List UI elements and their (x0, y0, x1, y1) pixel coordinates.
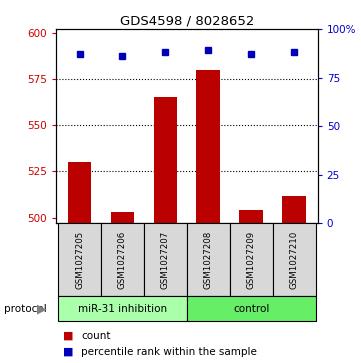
Text: control: control (233, 303, 269, 314)
Text: miR-31 inhibition: miR-31 inhibition (78, 303, 167, 314)
Bar (58, 223, 101, 296)
Bar (282, 196, 306, 223)
Text: GSM1027208: GSM1027208 (204, 231, 213, 289)
Bar (111, 212, 134, 223)
Bar (153, 98, 177, 223)
Bar (187, 296, 316, 321)
Bar (144, 223, 187, 296)
Bar (239, 210, 263, 223)
Bar (230, 223, 273, 296)
Text: percentile rank within the sample: percentile rank within the sample (81, 347, 257, 357)
Text: count: count (81, 331, 111, 341)
Bar (101, 223, 144, 296)
Bar (187, 223, 230, 296)
Text: GSM1027207: GSM1027207 (161, 231, 170, 289)
Text: ■: ■ (63, 347, 74, 357)
Text: GSM1027206: GSM1027206 (118, 231, 127, 289)
Text: GSM1027205: GSM1027205 (75, 231, 84, 289)
Text: protocol: protocol (4, 303, 46, 314)
Title: GDS4598 / 8028652: GDS4598 / 8028652 (119, 15, 254, 28)
Bar (58, 296, 187, 321)
Bar (273, 223, 316, 296)
Bar (68, 162, 91, 223)
Text: GSM1027210: GSM1027210 (290, 231, 299, 289)
Text: ▶: ▶ (37, 302, 46, 315)
Text: ■: ■ (63, 331, 74, 341)
Bar (196, 70, 220, 223)
Text: GSM1027209: GSM1027209 (247, 231, 256, 289)
